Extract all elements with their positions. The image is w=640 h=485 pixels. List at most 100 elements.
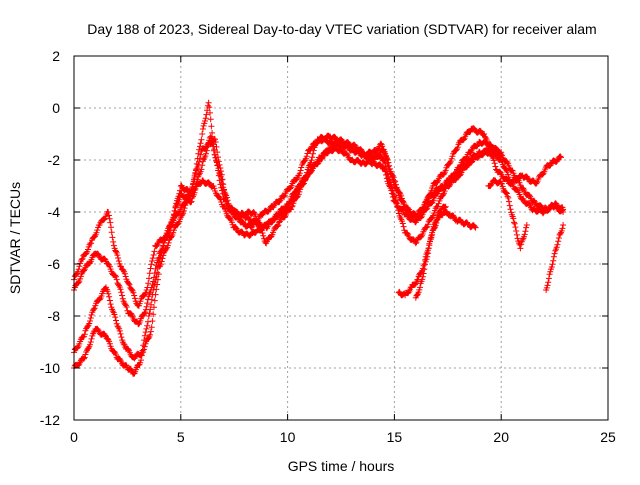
data-point [160, 243, 167, 250]
y-tick-label: -10 [40, 360, 60, 376]
x-tick-label: 5 [177, 429, 185, 445]
data-point [548, 264, 555, 270]
data-point [307, 146, 314, 153]
x-tick-label: 25 [600, 429, 616, 445]
data-point [383, 175, 390, 182]
data-point [251, 209, 258, 216]
data-point [253, 216, 260, 223]
data-point [74, 344, 81, 351]
data-point [186, 193, 193, 200]
data-point [219, 176, 226, 183]
data-point [151, 297, 158, 304]
data-point [207, 109, 213, 116]
grid-layer [74, 56, 608, 420]
data-point [202, 118, 208, 124]
data-point [118, 289, 125, 296]
data-point [389, 172, 396, 179]
data-point [306, 170, 313, 177]
data-point [425, 245, 432, 252]
data-point [198, 166, 205, 173]
data-point [75, 279, 82, 286]
data-point [116, 327, 123, 334]
data-point [87, 260, 93, 266]
data-point [218, 177, 225, 183]
data-point [119, 292, 126, 299]
data-point [404, 230, 411, 237]
data-point [505, 194, 512, 201]
data-point [140, 311, 147, 318]
chart-title: Day 188 of 2023, Sidereal Day-to-day VTE… [87, 21, 596, 37]
data-point [125, 346, 132, 353]
data-point [88, 335, 95, 342]
data-point [275, 222, 282, 229]
data-point [87, 341, 93, 348]
data-point [405, 289, 412, 296]
data-point [221, 191, 228, 198]
data-point [429, 231, 436, 238]
y-axis-label: SDTVAR / TECUs [7, 182, 23, 294]
data-point [383, 153, 390, 160]
data-point [113, 276, 120, 283]
data-point [559, 225, 566, 232]
data-point [213, 143, 220, 150]
data-point [298, 164, 305, 171]
data-point [303, 173, 310, 180]
data-point [386, 165, 393, 172]
data-point [491, 160, 498, 167]
data-point [125, 280, 132, 287]
data-point [419, 273, 426, 280]
data-point [149, 258, 156, 264]
data-point [75, 266, 82, 273]
data-point [147, 328, 154, 335]
data-point [158, 261, 164, 268]
data-point [137, 359, 144, 366]
data-point [386, 162, 393, 169]
data-point [484, 140, 491, 147]
y-tick-label: 2 [52, 48, 60, 64]
data-point [304, 150, 311, 157]
data-point [220, 181, 227, 188]
data-point [381, 165, 388, 172]
data-point [96, 296, 103, 303]
data-point [396, 288, 403, 295]
y-tick-label: -2 [48, 152, 61, 168]
data-point [85, 246, 91, 253]
data-point [128, 286, 135, 293]
data-point [521, 231, 528, 238]
axis-layer: 0 5 10 15 20 25 -12 -10 -8 -6 -4 -2 0 2 [40, 48, 616, 445]
y-tick-label: -12 [40, 412, 60, 428]
data-point [544, 282, 551, 289]
data-point [120, 267, 127, 274]
data-point [211, 151, 218, 158]
data-point [218, 168, 224, 175]
data-point [303, 153, 310, 160]
data-point [460, 136, 467, 143]
data-point [296, 188, 303, 195]
data-point [140, 346, 147, 353]
data-point [164, 242, 171, 249]
data-point [420, 270, 427, 277]
data-point [426, 240, 433, 247]
data-point [153, 286, 160, 293]
data-point [419, 265, 426, 272]
data-point [560, 206, 567, 213]
data-point [420, 207, 426, 214]
data-point [207, 116, 214, 123]
data-point [203, 150, 209, 157]
data-point [389, 190, 396, 197]
data-point [109, 234, 116, 241]
data-point [204, 107, 211, 114]
data-point [145, 318, 151, 325]
data-point [310, 150, 316, 157]
data-point [180, 207, 187, 214]
data-point [223, 198, 230, 205]
data-point [390, 174, 397, 181]
data-point [303, 169, 310, 176]
data-point [197, 140, 204, 147]
data-point [414, 292, 421, 298]
data-point [145, 280, 152, 287]
data-point [260, 232, 267, 239]
data-point [276, 198, 283, 205]
data-point [389, 194, 396, 200]
